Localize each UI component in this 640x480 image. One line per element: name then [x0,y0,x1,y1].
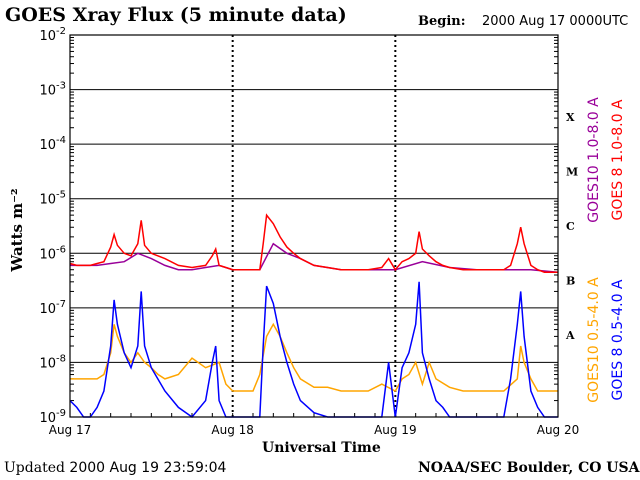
series-line-goes-8-1-0-8-0-a [69,213,558,273]
y-tick-label: 10-7 [39,299,66,317]
chart-title: GOES Xray Flux (5 minute data) [5,4,347,26]
flare-class-label: C [566,220,575,233]
updated-label: Updated [4,460,65,476]
y-tick-label: 10-6 [39,244,66,262]
flare-class-label: B [566,275,575,288]
updated-text: Updated 2000 Aug 19 23:59:04 [4,460,226,476]
legend-entry: GOES10 1.0-8.0 A [586,97,602,223]
y-tick-label: 10-2 [39,26,66,44]
begin-value: 2000 Aug 17 0000UTC [482,14,629,29]
series-layer [69,213,559,419]
x-tick-label: Aug 18 [211,423,254,437]
series-line-goes10-1-0-8-0-a [70,242,559,273]
begin-label: Begin: [418,14,466,29]
y-tick-label: 10-5 [39,190,66,208]
x-tick-label: Aug 19 [374,423,417,437]
y-tick-labels: 10-210-310-410-510-610-710-810-9 [39,26,66,426]
legend-entry: GOES10 0.5-4.0 A [586,277,602,403]
x-tick-label: Aug 17 [49,423,92,437]
flare-class-labels: X M C B A [565,111,578,342]
legend-entry: GOES 8 1.0-8.0 A [610,99,626,220]
flare-class-label: M [566,165,578,178]
updated-value: 2000 Aug 19 23:59:04 [69,460,227,476]
flare-class-label: X [566,111,575,124]
series-line-goes-8-0-5-4-0-a [69,281,558,419]
y-tick-label: 10-8 [39,353,66,371]
x-tick-label: Aug 20 [537,423,580,437]
y-tick-label: 10-3 [39,81,66,99]
source-credit: NOAA/SEC Boulder, CO USA [418,460,640,476]
y-tick-label: 10-4 [39,135,66,153]
flare-class-label: A [565,329,575,342]
legend-entry: GOES 8 0.5-4.0 A [610,279,626,400]
plot-frame [69,34,559,418]
series-line-goes10-0-5-4-0-a [70,322,558,392]
x-axis-title: Universal Time [262,440,381,456]
y-axis-title: Watts m⁻² [8,188,26,272]
x-tick-labels: Aug 17 Aug 18 Aug 19 Aug 20 [49,423,580,437]
legend: GOES10 1.0-8.0 A GOES 8 1.0-8.0 A GOES10 0… [586,97,626,403]
